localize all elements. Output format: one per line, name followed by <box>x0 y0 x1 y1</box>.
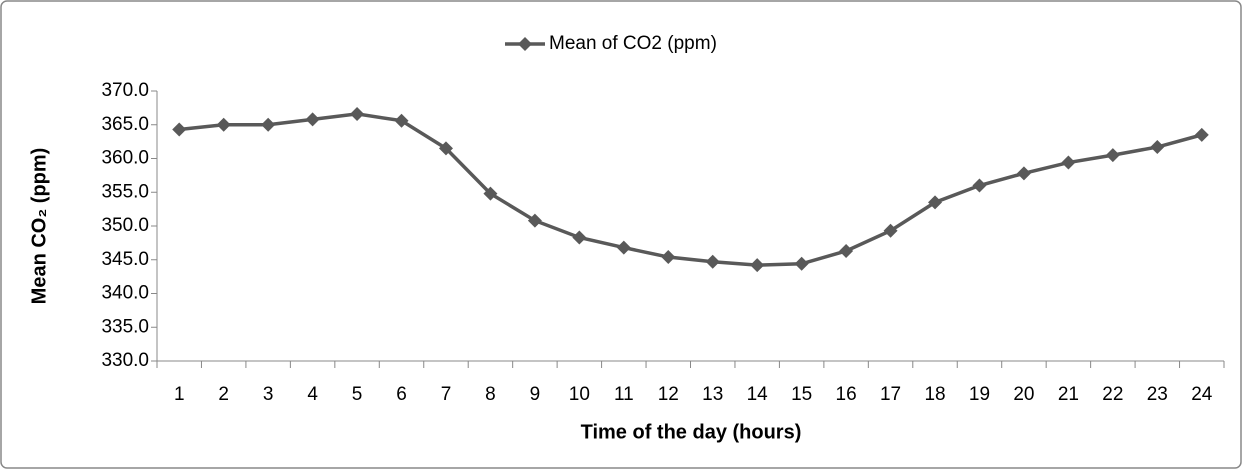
y-tick-label: 360.0 <box>101 148 149 169</box>
data-point <box>883 223 898 238</box>
data-point <box>394 113 409 128</box>
y-axis-title: Mean CO₂ (ppm) <box>28 148 50 305</box>
y-tick-label: 370.0 <box>101 80 149 101</box>
y-tick-label: 330.0 <box>101 350 149 371</box>
y-tick-label: 355.0 <box>101 181 149 202</box>
x-tick-label: 24 <box>1191 384 1213 405</box>
x-tick-label: 11 <box>614 384 634 405</box>
data-point <box>1016 166 1031 181</box>
data-point <box>616 240 631 255</box>
y-tick-label: 340.0 <box>101 283 149 304</box>
data-point <box>839 243 854 258</box>
data-point <box>483 186 498 201</box>
y-tick-label: 335.0 <box>101 316 149 337</box>
x-tick-label: 9 <box>530 384 541 405</box>
data-point <box>305 112 320 127</box>
x-tick-label: 23 <box>1147 384 1168 405</box>
x-tick-label: 8 <box>485 384 496 405</box>
x-tick-label: 1 <box>174 384 185 405</box>
x-axis-title: Time of the day (hours) <box>581 421 802 443</box>
x-tick-label: 10 <box>569 384 590 405</box>
data-point <box>661 250 676 265</box>
x-tick-label: 22 <box>1102 384 1123 405</box>
data-point <box>261 117 276 132</box>
data-point <box>928 195 943 210</box>
data-point <box>216 117 231 132</box>
data-point <box>794 256 809 271</box>
x-tick-label: 20 <box>1013 384 1034 405</box>
x-tick-label: 18 <box>924 384 945 405</box>
data-point <box>1150 140 1165 155</box>
data-point <box>1061 155 1076 170</box>
x-tick-label: 7 <box>441 384 452 405</box>
y-tick-label: 345.0 <box>101 249 149 270</box>
y-tick-label: 365.0 <box>101 114 149 135</box>
data-point <box>350 106 365 121</box>
x-tick-label: 5 <box>352 384 363 405</box>
x-tick-label: 2 <box>218 384 229 405</box>
data-line <box>179 112 1203 267</box>
x-tick-label: 14 <box>747 384 769 405</box>
x-tick-label: 13 <box>702 384 723 405</box>
legend-marker <box>518 37 532 51</box>
data-point <box>438 141 453 156</box>
x-tick-label: 19 <box>969 384 990 405</box>
data-point <box>705 254 720 269</box>
x-tick-label: 3 <box>263 384 274 405</box>
data-point <box>972 178 987 193</box>
data-point <box>527 213 542 228</box>
data-point <box>750 258 765 273</box>
data-point <box>172 122 187 137</box>
y-tick-label: 350.0 <box>101 215 149 236</box>
data-point <box>572 230 587 245</box>
x-tick-label: 15 <box>791 384 812 405</box>
x-tick-label: 21 <box>1058 384 1079 405</box>
x-tick-label: 17 <box>880 384 901 405</box>
data-point <box>1105 148 1120 163</box>
data-point <box>1194 127 1209 142</box>
x-tick-label: 4 <box>307 384 318 405</box>
x-tick-label: 12 <box>658 384 679 405</box>
legend-label: Mean of CO2 (ppm) <box>549 33 717 54</box>
x-tick-label: 16 <box>836 384 857 405</box>
x-tick-label: 6 <box>396 384 407 405</box>
